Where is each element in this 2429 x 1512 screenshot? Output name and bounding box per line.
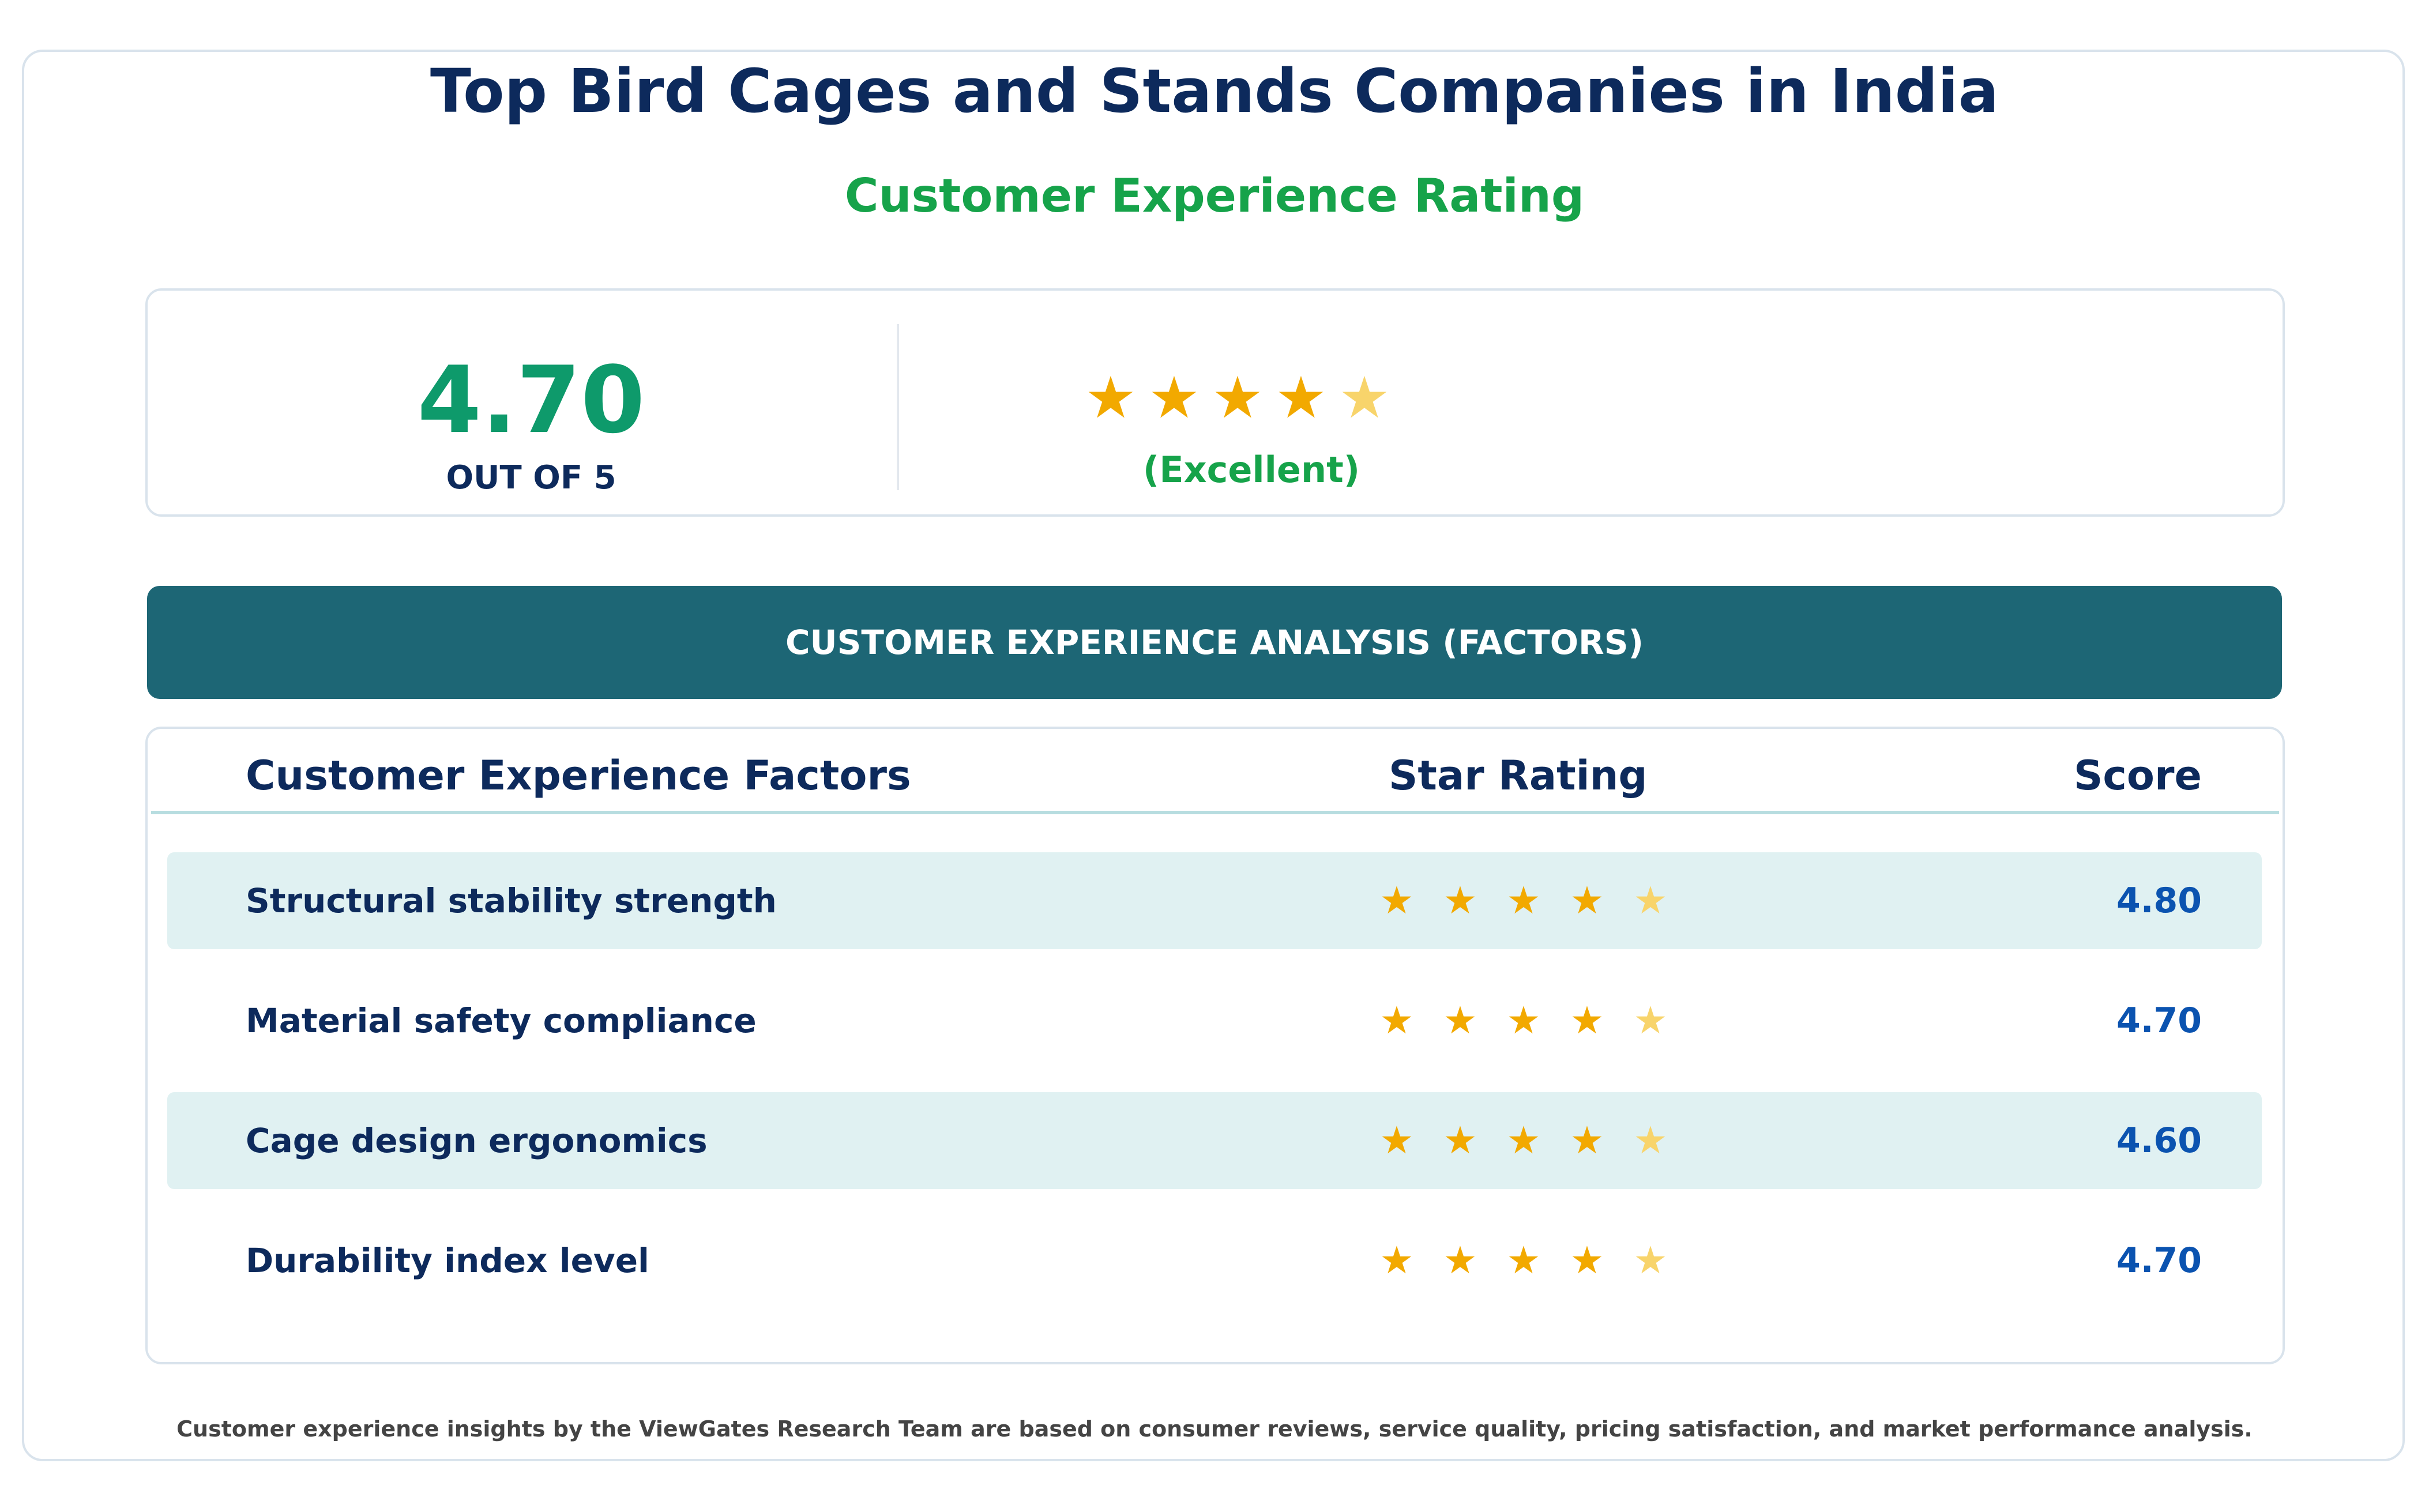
column-header-score: Score	[2074, 752, 2202, 799]
factor-score: 4.80	[2116, 881, 2202, 921]
star-icon: ★	[1379, 1238, 1414, 1282]
star-icon: ★	[1338, 364, 1390, 431]
factors-table-card	[145, 727, 2285, 1364]
factor-name: Cage design ergonomics	[246, 1121, 708, 1160]
star-icon: ★	[1443, 878, 1477, 923]
table-row: Cage design ergonomics ★ ★ ★ ★ ★ 4.60	[167, 1092, 2262, 1189]
star-icon: ★	[1379, 1118, 1414, 1163]
star-icon: ★	[1443, 998, 1477, 1043]
star-icon: ★	[1506, 1118, 1541, 1163]
star-icon: ★	[1379, 998, 1414, 1043]
table-header-rule	[151, 811, 2279, 814]
summary-card: 4.70 OUT OF 5	[145, 288, 2285, 517]
factor-score: 4.70	[2116, 1240, 2202, 1281]
star-icon: ★	[1275, 364, 1327, 431]
factors-section-banner: CUSTOMER EXPERIENCE ANALYSIS (FACTORS)	[147, 586, 2282, 699]
star-icon: ★	[1379, 878, 1414, 923]
factor-name: Durability index level	[246, 1241, 649, 1280]
star-icon: ★	[1633, 1118, 1668, 1163]
summary-divider	[897, 324, 899, 490]
table-row: Structural stability strength ★ ★ ★ ★ ★ 4.80	[167, 852, 2262, 949]
star-icon: ★	[1570, 1238, 1604, 1282]
star-icon: ★	[1570, 998, 1604, 1043]
column-header-star-rating: Star Rating	[1389, 752, 1648, 799]
factor-score: 4.70	[2116, 1001, 2202, 1041]
star-icon: ★	[1633, 878, 1668, 923]
star-icon: ★	[1085, 364, 1137, 431]
star-icon: ★	[1148, 364, 1200, 431]
footer-note: Customer experience insights by the View…	[176, 1416, 2253, 1442]
star-icon: ★	[1443, 1238, 1477, 1282]
overall-score-scale: OUT OF 5	[446, 459, 616, 497]
overall-score: 4.70	[417, 346, 645, 454]
page-subtitle: Customer Experience Rating	[844, 169, 1585, 223]
star-icon: ★	[1506, 998, 1541, 1043]
factor-star-rating: ★ ★ ★ ★ ★	[1378, 972, 1669, 1069]
factor-name: Material safety compliance	[246, 1001, 757, 1040]
factor-star-rating: ★ ★ ★ ★ ★	[1378, 1092, 1669, 1189]
star-icon: ★	[1506, 1238, 1541, 1282]
star-icon: ★	[1443, 1118, 1477, 1163]
column-header-factors: Customer Experience Factors	[246, 752, 911, 799]
star-icon: ★	[1633, 998, 1668, 1043]
table-row: Material safety compliance ★ ★ ★ ★ ★ 4.70	[167, 972, 2262, 1069]
overall-verdict: (Excellent)	[1142, 449, 1360, 491]
page-title: Top Bird Cages and Stands Companies in I…	[430, 56, 1999, 126]
factor-name: Structural stability strength	[246, 881, 777, 920]
star-icon: ★	[1212, 364, 1264, 431]
star-icon: ★	[1633, 1238, 1668, 1282]
star-icon: ★	[1506, 878, 1541, 923]
factor-score: 4.60	[2116, 1120, 2202, 1161]
star-icon: ★	[1570, 1118, 1604, 1163]
star-icon: ★	[1570, 878, 1604, 923]
overall-star-rating: ★ ★ ★ ★ ★	[1084, 363, 1391, 432]
factor-star-rating: ★ ★ ★ ★ ★	[1378, 1212, 1669, 1309]
table-row: Durability index level ★ ★ ★ ★ ★ 4.70	[167, 1212, 2262, 1309]
factor-star-rating: ★ ★ ★ ★ ★	[1378, 852, 1669, 949]
